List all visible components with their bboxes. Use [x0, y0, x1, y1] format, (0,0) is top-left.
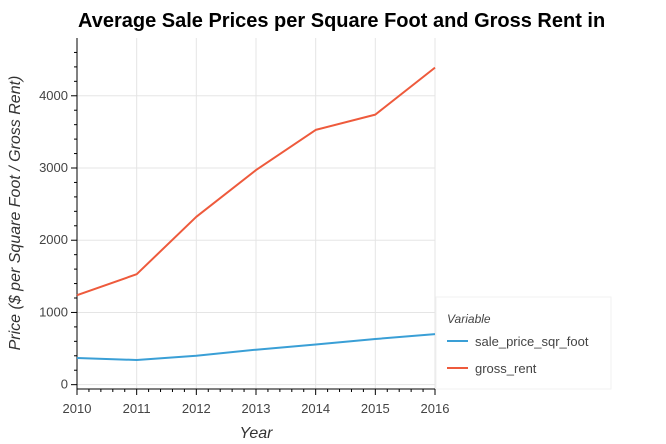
series-line-sale-price-sqr-foot: [76, 333, 436, 361]
y-tick-label: 1000: [39, 304, 68, 319]
series-layer: [76, 66, 436, 361]
legend-box: [435, 296, 612, 390]
y-tick-label: 2000: [39, 232, 68, 247]
chart-title: Average Sale Prices per Square Foot and …: [78, 10, 605, 32]
x-tick-label: 2011: [123, 401, 151, 416]
x-tick-label: 2010: [63, 401, 92, 416]
legend-label-gross-rent: gross_rent: [475, 361, 537, 376]
x-axis-label: Year: [240, 425, 274, 442]
x-tick-label: 2014: [301, 401, 330, 416]
legend-title: Variable: [447, 312, 491, 326]
x-tick-label: 2016: [421, 401, 450, 416]
legend: Variable sale_price_sqr_foot gross_rent: [435, 296, 612, 390]
x-tick-label: 2013: [242, 401, 271, 416]
x-tick-label: 2012: [182, 401, 211, 416]
y-tick-label: 3000: [39, 160, 68, 175]
y-tick-label: 4000: [39, 88, 68, 103]
y-tick-label: 0: [61, 377, 68, 392]
x-tick-label: 2015: [361, 401, 390, 416]
grid: [76, 38, 436, 389]
axes: 0 1000 2000 3000 4000 2010 2011 2012 2013 2014 201…: [39, 38, 449, 416]
y-axis-label: Price ($ per Square Foot / Gross Rent): [7, 76, 24, 351]
series-line-gross-rent: [76, 66, 436, 297]
legend-label-sale-price-sqr-foot: sale_price_sqr_foot: [475, 334, 589, 349]
